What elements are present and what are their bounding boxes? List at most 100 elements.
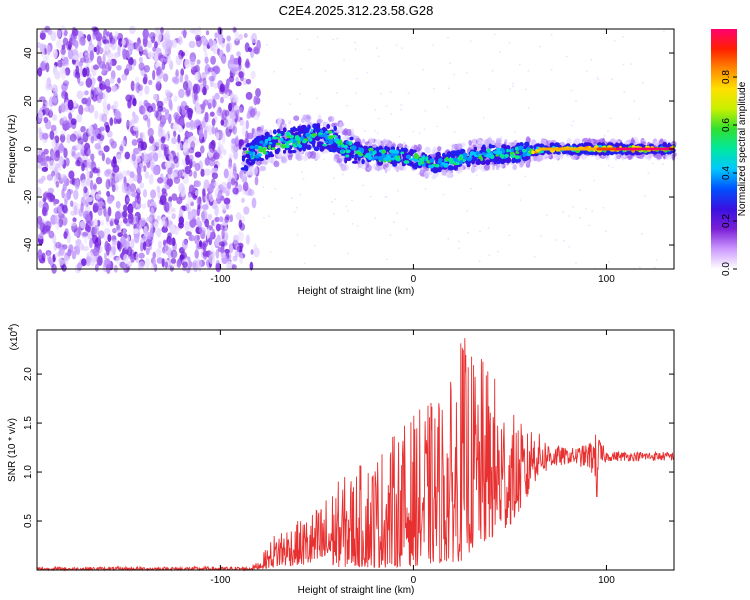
noise-blob (138, 45, 143, 54)
ridge-halo-blob (621, 154, 626, 160)
ridge-halo-blob (293, 115, 300, 121)
noise-blob (149, 32, 154, 40)
noise-dot (453, 73, 456, 76)
noise-blob (106, 103, 111, 111)
noise-blob (141, 203, 147, 210)
noise-blob (90, 153, 95, 161)
ridge-peak-blob (288, 140, 292, 144)
noise-blob (188, 40, 196, 49)
noise-blob (92, 123, 98, 130)
noise-dot (301, 171, 304, 173)
noise-blob (231, 264, 237, 270)
noise-blob (184, 165, 191, 175)
noise-blob (166, 177, 173, 188)
x-tick-label: 100 (598, 575, 615, 586)
colorbar-tick-label: 0.4 (721, 166, 732, 180)
noise-blob (159, 57, 167, 63)
ridge-core-blob (307, 124, 311, 131)
noise-blob (155, 82, 160, 91)
ridge-halo-blob (446, 170, 453, 179)
ridge-halo-blob (328, 115, 335, 123)
ridge-halo-blob (368, 137, 375, 144)
spectrogram-noise-layer (36, 24, 665, 274)
noise-dot (395, 44, 398, 47)
noise-blob (105, 211, 110, 222)
ridge-core-blob (472, 157, 478, 162)
noise-blob (185, 203, 190, 212)
noise-dot (386, 258, 388, 261)
noise-blob (163, 201, 170, 213)
noise-blob (81, 163, 85, 172)
noise-blob (75, 244, 81, 256)
noise-dot (641, 81, 644, 84)
noise-blob (84, 90, 89, 96)
ridge-peak-blob (359, 153, 364, 156)
spectrogram-ridge-layer (240, 114, 677, 180)
noise-blob (125, 94, 133, 102)
noise-blob (126, 48, 131, 60)
noise-blob (138, 62, 145, 71)
noise-blob (79, 57, 87, 63)
noise-blob (181, 51, 186, 57)
ridge-peak-blob (279, 137, 284, 142)
noise-dot (424, 187, 427, 190)
noise-blob (150, 221, 155, 228)
noise-dot (630, 63, 632, 65)
noise-blob (194, 119, 202, 126)
spectrogram-x-ticks: -100 0 100 (210, 29, 615, 285)
noise-blob (192, 184, 196, 194)
noise-blob (88, 170, 94, 179)
ridge-peak-blob (294, 135, 300, 139)
snr-y-scale-exponent: 4 (8, 327, 15, 331)
noise-dot (375, 47, 378, 50)
ridge-peak-blob (306, 133, 310, 137)
noise-blob (187, 213, 193, 221)
noise-blob (112, 227, 117, 234)
noise-blob (109, 37, 116, 45)
x-tick-label: 0 (411, 575, 417, 586)
noise-dot (562, 210, 565, 213)
noise-blob (122, 48, 128, 60)
ridge-peak-blob (445, 162, 449, 168)
noise-blob (131, 116, 137, 124)
ridge-peak-blob (448, 157, 454, 163)
ridge-peak-blob (519, 155, 522, 160)
noise-blob (200, 145, 205, 154)
noise-blob (147, 118, 151, 129)
noise-blob (45, 101, 50, 109)
noise-blob (178, 182, 185, 194)
noise-blob (106, 130, 113, 138)
ridge-core-blob (312, 142, 316, 148)
noise-blob (94, 263, 99, 272)
ridge-halo-blob (303, 155, 309, 162)
noise-blob (211, 125, 215, 135)
noise-blob (67, 99, 74, 111)
noise-blob (127, 213, 134, 220)
noise-blob (234, 39, 240, 47)
noise-blob (46, 174, 54, 181)
noise-blob (61, 90, 68, 100)
noise-blob (184, 74, 189, 82)
ridge-core-blob (409, 161, 414, 165)
noise-blob (142, 106, 147, 116)
noise-dot (424, 109, 427, 112)
noise-dot (400, 104, 403, 107)
ridge-core-blob (465, 160, 471, 165)
noise-blob (210, 71, 216, 77)
noise-dot (639, 266, 641, 269)
noise-blob (198, 129, 204, 140)
snr-x-ticks: -100 0 100 (210, 330, 615, 586)
noise-blob (99, 126, 105, 132)
noise-blob (167, 232, 172, 238)
ridge-core-blob (316, 123, 321, 129)
noise-blob (200, 168, 205, 177)
noise-blob (80, 148, 84, 156)
noise-blob (243, 206, 250, 215)
noise-dot (397, 189, 400, 192)
noise-dot (607, 130, 609, 133)
noise-blob (136, 165, 142, 175)
x-tick-label: -100 (210, 274, 230, 285)
ridge-core-blob (261, 134, 265, 141)
ridge-halo-blob (552, 153, 560, 160)
noise-blob (158, 240, 162, 248)
